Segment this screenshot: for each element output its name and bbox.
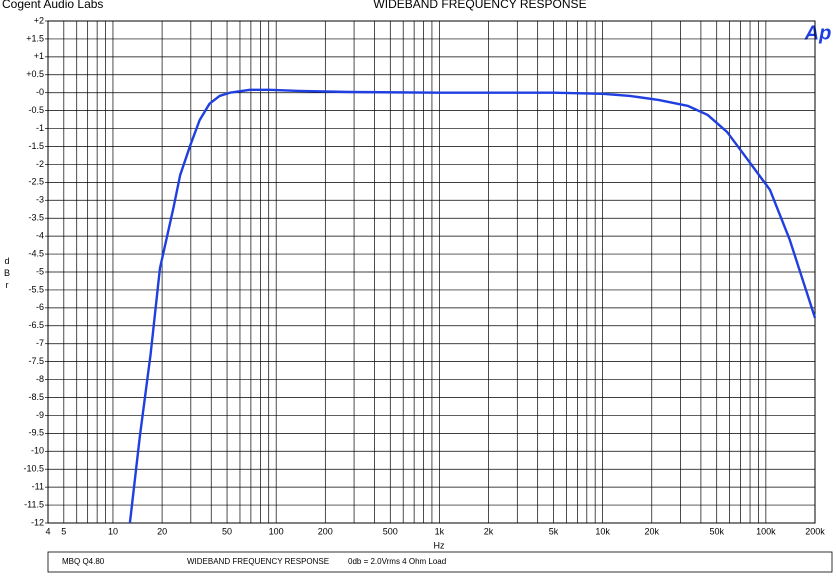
x-tick-label: 50k xyxy=(709,526,724,536)
x-tick-label: 100 xyxy=(269,526,284,536)
y-tick-label: -7.5 xyxy=(28,356,44,366)
x-tick-label: 200k xyxy=(805,526,825,536)
data-line xyxy=(128,88,817,524)
footer-text: MBQ Q4.80 xyxy=(62,557,105,566)
y-tick-label: -5.5 xyxy=(28,284,44,294)
x-tick-label: 50 xyxy=(222,526,232,536)
x-tick-label: 500 xyxy=(383,526,398,536)
logo: Ap xyxy=(804,22,832,44)
y-tick-label: -2.5 xyxy=(28,177,44,187)
y-tick-label: -1.5 xyxy=(28,141,44,151)
y-tick-label: -7 xyxy=(36,338,44,348)
y-tick-label: -3.5 xyxy=(28,213,44,223)
chart-title: WIDEBAND FREQUENCY RESPONSE xyxy=(373,0,586,11)
x-tick-label: 200 xyxy=(318,526,333,536)
y-tick-label: -0.5 xyxy=(28,105,44,115)
x-tick-label: 4 xyxy=(45,526,50,536)
x-tick-label: 10 xyxy=(108,526,118,536)
x-tick-label: 20k xyxy=(645,526,660,536)
y-tick-label: +1 xyxy=(34,51,44,61)
y-tick-label: -4.5 xyxy=(28,248,44,258)
x-axis-label: Hz xyxy=(434,540,445,550)
y-tick-label: -8 xyxy=(36,374,44,384)
plot-frame xyxy=(47,20,816,524)
x-tick-label: 1k xyxy=(435,526,445,536)
footer-text: 0db = 2.0Vrms 4 Ohm Load xyxy=(348,557,446,566)
y-tick-label: -11 xyxy=(32,482,44,492)
y-tick-label: -8.5 xyxy=(28,392,44,402)
y-tick-label: -4 xyxy=(36,231,44,241)
y-tick-label: +0.5 xyxy=(26,69,44,79)
footer-text: WIDEBAND FREQUENCY RESPONSE xyxy=(187,557,329,566)
x-tick-label: 100k xyxy=(756,526,776,536)
y-tick-label: +1.5 xyxy=(26,33,44,43)
y-tick-label: -6.5 xyxy=(28,320,44,330)
footer-box xyxy=(47,551,833,573)
y-tick-label: -10.5 xyxy=(23,464,44,474)
y-tick-label: -2 xyxy=(36,159,44,169)
y-tick-label: -11.5 xyxy=(24,499,44,509)
y-tick-label: -5 xyxy=(36,266,44,276)
x-tick-label: 2k xyxy=(484,526,494,536)
y-tick-label: -3 xyxy=(36,195,44,205)
y-tick-label: -10 xyxy=(31,446,44,456)
header-left: Cogent Audio Labs xyxy=(2,0,103,11)
x-tick-label: 10k xyxy=(595,526,610,536)
y-tick-label: -12 xyxy=(31,517,44,527)
x-tick-label: 5k xyxy=(549,526,559,536)
y-tick-label: -9 xyxy=(36,410,44,420)
y-tick-label: -9.5 xyxy=(28,428,44,438)
y-axis-label: dBr xyxy=(2,256,12,292)
y-tick-label: +2 xyxy=(34,15,44,25)
y-tick-label: -6 xyxy=(36,302,44,312)
x-tick-label: 5 xyxy=(61,526,66,536)
y-tick-label: -0 xyxy=(36,87,44,97)
y-tick-label: -1 xyxy=(36,123,44,133)
x-tick-label: 20 xyxy=(157,526,167,536)
